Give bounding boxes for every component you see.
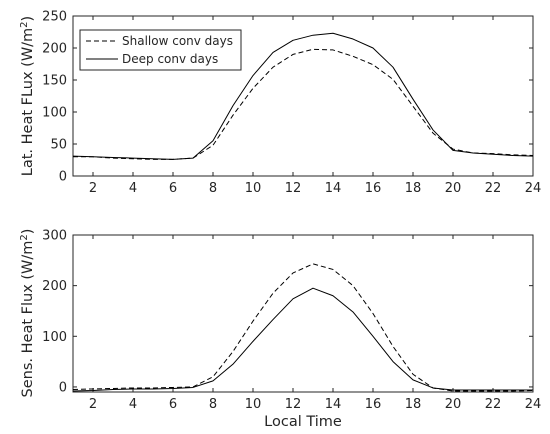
bottom-x-tick-label: 2: [89, 397, 97, 412]
top-series-deep-line: [72, 32, 534, 160]
top-x-tick-label: 18: [405, 181, 422, 196]
top-y-axis-label: Lat. Heat FLux (W/m2): [19, 16, 37, 176]
top-y-tick-label: 150: [42, 74, 67, 89]
legend-label-deep: Deep conv days: [122, 52, 218, 66]
bottom-x-tick-label: 4: [129, 397, 137, 412]
legend-label-shallow: Shallow conv days: [122, 34, 233, 48]
bottom-x-tick-label: 8: [209, 397, 217, 412]
top-y-tick-label: 0: [59, 170, 67, 185]
bottom-x-tick-label: 16: [365, 397, 382, 412]
bottom-series-shallow-line: [72, 263, 534, 392]
top-y-tick-label: 200: [42, 42, 67, 57]
bottom-x-tick-label: 10: [245, 397, 262, 412]
bottom-x-tick-label: 6: [169, 397, 177, 412]
bottom-y-tick-label: 200: [42, 279, 67, 294]
top-y-tick-label: 250: [42, 10, 67, 25]
top-x-tick-label: 20: [445, 181, 462, 196]
bottom-x-tick-label: 12: [285, 397, 302, 412]
top-x-tick-label: 4: [129, 181, 137, 196]
legend-box: [79, 29, 242, 71]
bottom-y-tick-label: 0: [59, 380, 67, 395]
bottom-x-tick-label: 24: [525, 397, 542, 412]
bottom-lines: [72, 263, 534, 392]
legend: Shallow conv days Deep conv days: [79, 29, 242, 71]
top-axes-frame: [72, 15, 534, 177]
top-x-tick-label: 10: [245, 181, 262, 196]
x-axis-label: Local Time: [264, 414, 342, 430]
bottom-y-axis-label: Sens. Heat Flux (W/m2): [19, 229, 37, 398]
top-x-tick-label: 14: [325, 181, 342, 196]
top-x-tick-label: 16: [365, 181, 382, 196]
top-y-tick-label: 100: [42, 106, 67, 121]
top-x-tick-label: 22: [485, 181, 502, 196]
bottom-x-tick-label: 14: [325, 397, 342, 412]
top-ticks: [73, 15, 534, 177]
bottom-x-tick-label: 22: [485, 397, 502, 412]
bottom-x-tick-label: 20: [445, 397, 462, 412]
bottom-axes-frame: [72, 234, 534, 393]
bottom-x-tick-label: 18: [405, 397, 422, 412]
bottom-y-tick-label: 100: [42, 330, 67, 345]
top-x-tick-label: 2: [89, 181, 97, 196]
top-lines: [72, 32, 534, 160]
bottom-ticks: [73, 234, 534, 392]
top-x-tick-label: 12: [285, 181, 302, 196]
top-x-tick-label: 24: [525, 181, 542, 196]
bottom-series-deep-line: [72, 287, 533, 392]
top-x-tick-label: 6: [169, 181, 177, 196]
top-x-tick-label: 8: [209, 181, 217, 196]
top-y-tick-label: 50: [50, 138, 67, 153]
bottom-y-tick-label: 300: [42, 229, 67, 244]
top-series-shallow-line: [73, 48, 534, 160]
